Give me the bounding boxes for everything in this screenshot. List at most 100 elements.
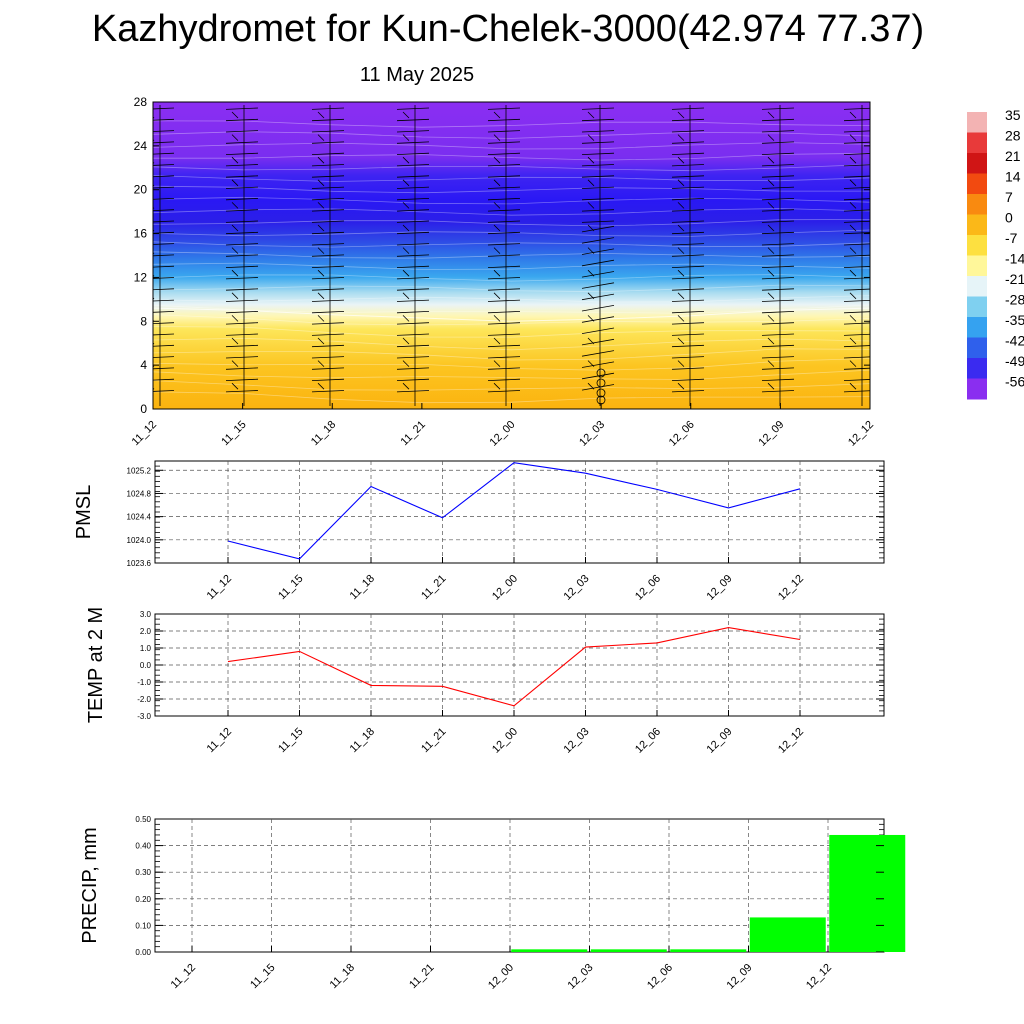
precip-ytick-label: 0.50 xyxy=(135,815,151,824)
chart-subtitle: 11 May 2025 xyxy=(359,64,475,86)
colorbar-swatch xyxy=(967,276,987,297)
colorbar-swatch xyxy=(967,255,987,277)
temp-ytick-label: 0.0 xyxy=(140,661,152,670)
colorbar-swatch xyxy=(967,296,987,318)
precip-bar xyxy=(590,949,667,952)
temp-ytick-label: -2.0 xyxy=(137,695,151,704)
temp-ytick-label: -3.0 xyxy=(137,712,151,721)
temp-xtick-label: 12_09 xyxy=(705,726,735,756)
chart-title: Kazhydromet for Kun-Chelek-3000(42.974 7… xyxy=(91,8,925,50)
heatmap-ytick-label: 24 xyxy=(134,139,148,153)
colorbar-label: 0 xyxy=(1005,210,1013,226)
pmsl-xtick-label: 12_03 xyxy=(562,573,592,603)
colorbar-swatch xyxy=(967,194,987,215)
pmsl-xtick-label: 11_21 xyxy=(419,573,449,603)
colorbar-swatch xyxy=(967,337,987,359)
calm-wind-circle xyxy=(596,388,606,398)
colorbar-label: 14 xyxy=(1005,169,1021,185)
calm-wind-circle xyxy=(596,368,606,378)
calm-wind-circle xyxy=(596,378,606,388)
pmsl-xtick-label: 12_06 xyxy=(633,573,663,603)
precip-ytick-label: 0.10 xyxy=(135,921,151,930)
pmsl-xtick-label: 11_15 xyxy=(276,573,306,603)
heatmap-xtick-label: 11_15 xyxy=(219,419,249,449)
colorbar-label: -56 xyxy=(1005,374,1024,390)
pmsl-ytick-label: 1024.4 xyxy=(127,513,152,522)
heatmap-xtick-label: 12_09 xyxy=(756,419,786,449)
colorbar-swatch xyxy=(967,153,987,174)
colorbar-label: -28 xyxy=(1005,292,1024,308)
precip-xtick-label: 11_15 xyxy=(248,962,278,992)
temp-ytick-label: -1.0 xyxy=(137,678,151,687)
precip-ytick-label: 0.30 xyxy=(135,868,151,877)
colorbar-swatch xyxy=(967,358,987,379)
pmsl-ylabel: PMSL xyxy=(73,485,95,539)
colorbar-swatch xyxy=(967,214,987,236)
precip-ylabel: PRECIP, mm xyxy=(79,827,101,943)
heatmap-ytick-label: 16 xyxy=(134,227,148,241)
pmsl-xtick-label: 11_18 xyxy=(348,573,378,603)
precip-xtick-label: 12_09 xyxy=(725,962,755,992)
heatmap-xtick-label: 11_12 xyxy=(130,419,160,449)
colorbar-label: 7 xyxy=(1005,189,1013,205)
colorbar-label: -35 xyxy=(1005,312,1024,328)
colorbar-swatch xyxy=(967,317,987,338)
precip-bar xyxy=(670,949,747,952)
heatmap-xtick-label: 11_21 xyxy=(398,419,428,449)
heatmap-ytick-label: 20 xyxy=(134,183,148,197)
pmsl-xtick-label: 11_12 xyxy=(205,573,235,603)
colorbar-swatch xyxy=(967,132,987,154)
heatmap-xtick-label: 11_18 xyxy=(309,419,339,449)
pmsl-xtick-label: 12_00 xyxy=(490,573,520,603)
colorbar-swatch xyxy=(967,173,987,195)
precip-bar xyxy=(829,834,906,952)
pmsl-ytick-label: 1023.6 xyxy=(127,559,152,568)
pmsl-ytick-label: 1025.2 xyxy=(127,466,152,475)
pmsl-ytick-label: 1024.8 xyxy=(127,489,152,498)
temp-xtick-label: 11_18 xyxy=(348,726,378,756)
pmsl-xtick-label: 12_12 xyxy=(776,573,806,603)
precip-ytick-label: 0.20 xyxy=(135,895,151,904)
temp-2m-panel: -3.0 -2.0 -1.0 0.0 1.0 2.0 3.0 11_12 11_15 11_18 1… xyxy=(85,607,885,756)
colorbar-label: -14 xyxy=(1005,251,1024,267)
colorbar-label: 21 xyxy=(1005,148,1021,164)
temp-xtick-label: 11_21 xyxy=(419,726,449,756)
precip-ytick-label: 0.00 xyxy=(135,948,151,957)
pmsl-panel: 1023.6 1024.0 1024.4 1024.8 1025.2 11_12 11_15… xyxy=(73,460,885,603)
temp-ylabel: TEMP at 2 M xyxy=(85,607,107,723)
colorbar-label: -21 xyxy=(1005,271,1024,287)
heatmap-xtick-label: 12_00 xyxy=(488,419,518,449)
precip-bar xyxy=(749,917,826,952)
colorbar-swatch xyxy=(967,378,987,400)
colorbar-swatch xyxy=(967,112,987,133)
precip-xtick-label: 11_18 xyxy=(328,962,358,992)
temp-ytick-label: 2.0 xyxy=(140,627,152,636)
colorbar-swatch xyxy=(967,235,987,256)
precip-xtick-label: 12_12 xyxy=(804,962,834,992)
heatmap-ytick-label: 12 xyxy=(134,270,148,284)
temp-xtick-label: 12_03 xyxy=(562,726,592,756)
precip-xtick-label: 12_00 xyxy=(486,962,516,992)
precip-panel: 0.00 0.10 0.20 0.30 0.40 0.50 11_12 11_15 11_18 1… xyxy=(79,815,906,992)
heatmap-xtick-label: 12_06 xyxy=(667,419,697,449)
temp-xtick-label: 11_15 xyxy=(276,726,306,756)
colorbar-label: -7 xyxy=(1005,230,1018,246)
colorbar-label: 28 xyxy=(1005,128,1021,144)
colorbar: 35 28 21 14 7 0 -7 -14 -21 -28 -35 -42 -49 -56 xyxy=(967,107,1024,400)
temp-xtick-label: 12_00 xyxy=(490,726,520,756)
temp-xtick-label: 11_12 xyxy=(205,726,235,756)
temp-xtick-label: 12_06 xyxy=(633,726,663,756)
temperature-cross-section: 0 4 8 12 16 20 24 28 11_12 11_15 11_18 11_21 12_00 12… xyxy=(130,95,877,449)
precip-xtick-label: 12_06 xyxy=(645,962,675,992)
precip-bar xyxy=(511,949,588,952)
heatmap-ytick-label: 4 xyxy=(140,358,147,372)
temp-ytick-label: 3.0 xyxy=(140,610,152,619)
heatmap-xtick-label: 12_12 xyxy=(846,419,876,449)
heatmap-ytick-label: 0 xyxy=(140,402,147,416)
heatmap-ytick-label: 28 xyxy=(134,95,148,109)
pmsl-xtick-label: 12_09 xyxy=(705,573,735,603)
pmsl-frame xyxy=(154,460,885,564)
colorbar-label: 35 xyxy=(1005,107,1021,123)
heatmap-xtick-label: 12_03 xyxy=(577,419,607,449)
